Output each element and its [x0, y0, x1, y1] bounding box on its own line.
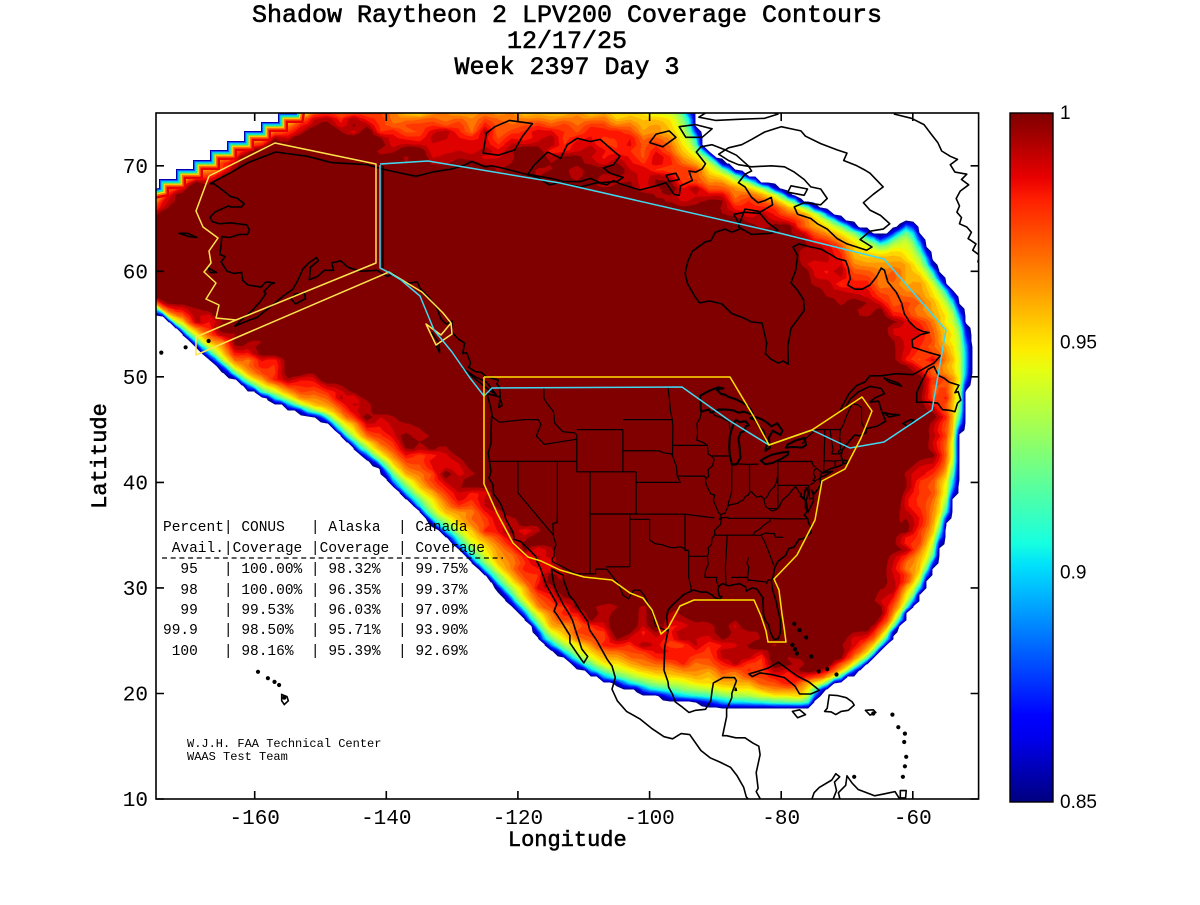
svg-text:-60: -60 [894, 808, 932, 831]
svg-text:W.J.H. FAA Technical Center: W.J.H. FAA Technical Center [187, 737, 381, 751]
svg-text:-120: -120 [493, 808, 543, 831]
svg-text:-100: -100 [624, 808, 674, 831]
svg-text:10: 10 [123, 790, 148, 813]
svg-text:-140: -140 [361, 808, 411, 831]
svg-text:20: 20 [123, 685, 148, 708]
svg-text:40: 40 [123, 473, 148, 496]
svg-text:0.95: 0.95 [1060, 333, 1097, 354]
svg-text:30: 30 [123, 579, 148, 602]
svg-text:Latitude: Latitude [88, 403, 113, 509]
svg-text:0.9: 0.9 [1060, 562, 1086, 583]
svg-text:100 | 98.16% | 95.39% | 92: 100 | 98.16% | 95.39% | 92.69% [163, 644, 468, 660]
svg-text:98 | 100.00% | 96.35% | 99.: 98 | 100.00% | 96.35% | 99.37% [163, 583, 468, 599]
svg-text:WAAS Test Team: WAAS Test Team [187, 750, 288, 764]
svg-text:70: 70 [123, 157, 148, 180]
svg-text:1: 1 [1060, 103, 1071, 124]
svg-text:50: 50 [123, 368, 148, 391]
svg-text:-160: -160 [229, 808, 279, 831]
svg-text:-80: -80 [762, 808, 800, 831]
svg-text:95 | 100.00% | 98.32% | 99.: 95 | 100.00% | 98.32% | 99.75% [163, 562, 468, 578]
svg-text:60: 60 [123, 262, 148, 285]
svg-text:99.9 | 98.50% | 95.71% | 9: 99.9 | 98.50% | 95.71% | 93.90% [163, 623, 468, 639]
svg-text:12/17/25: 12/17/25 [507, 27, 627, 56]
svg-text:Avail.|Coverage |Coverage | Co: Avail.|Coverage |Coverage | Coverage [163, 541, 485, 557]
svg-text:99 | 99.53% | 96.03% | 97.: 99 | 99.53% | 96.03% | 97.09% [163, 603, 468, 619]
svg-text:Longitude: Longitude [508, 828, 627, 853]
svg-text:Week 2397 Day 3: Week 2397 Day 3 [454, 53, 679, 82]
svg-text:Shadow Raytheon 2 LPV200 Cover: Shadow Raytheon 2 LPV200 Coverage Contou… [252, 1, 882, 30]
svg-text:Percent| CONUS | Alaska | C: Percent| CONUS | Alaska | Canada [163, 520, 468, 536]
svg-text:0.85: 0.85 [1060, 792, 1097, 813]
